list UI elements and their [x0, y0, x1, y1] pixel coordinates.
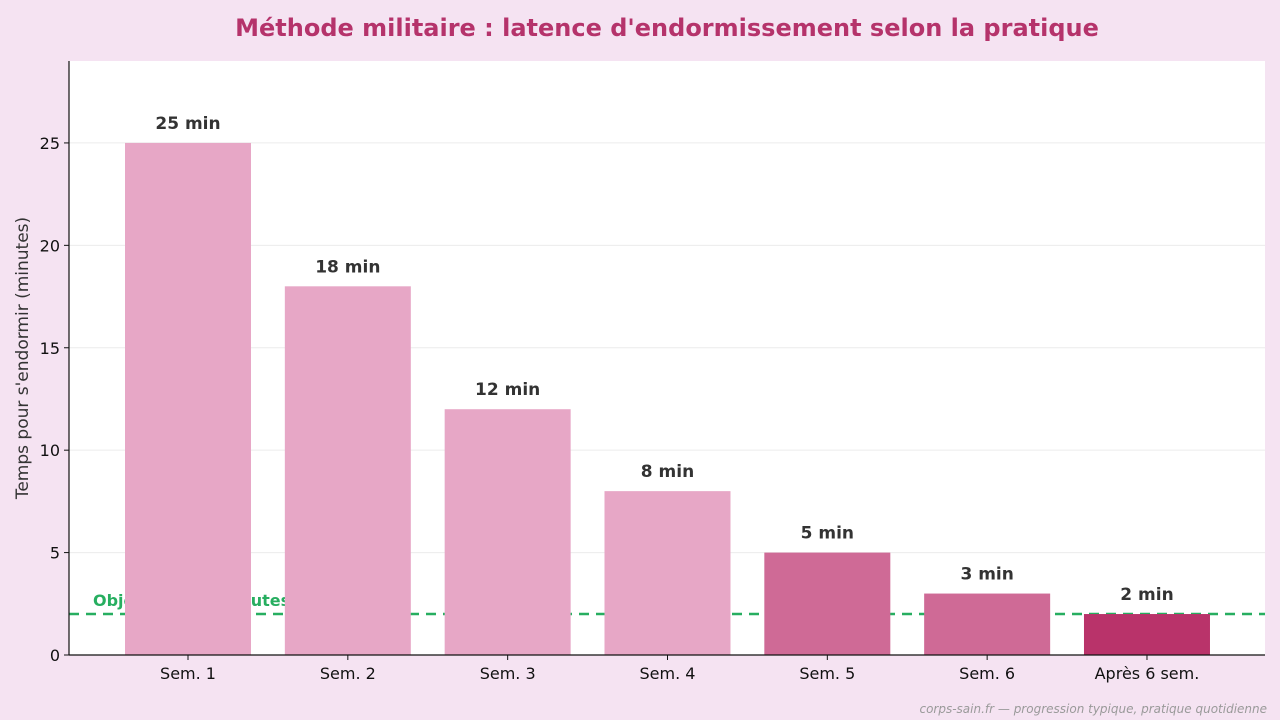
x-tick-label: Sem. 2: [320, 664, 376, 683]
bar: [1083, 614, 1210, 655]
bar-value-label: 18 min: [315, 257, 380, 277]
x-tick-label: Sem. 6: [959, 664, 1015, 683]
axes-group: [64, 61, 1265, 660]
footer-note: corps-sain.fr — progression typique, pra…: [919, 702, 1267, 716]
y-tick-labels: 0 5 10 15 20 25: [40, 134, 60, 665]
y-tick-label: 5: [50, 544, 60, 563]
y-tick-label: 25: [40, 134, 60, 153]
bar: [924, 593, 1051, 655]
value-labels-group: 25 min 18 min 12 min 8 min 5 min 3 min 2 min: [155, 114, 1173, 605]
y-tick-label: 0: [50, 646, 60, 665]
bars-group: [125, 142, 1210, 655]
y-axis-title: Temps pour s'endormir (minutes): [13, 217, 33, 500]
y-tick-label: 15: [40, 339, 60, 358]
chart-title: Méthode militaire : latence d'endormisse…: [235, 14, 1099, 42]
bar-value-label: 8 min: [641, 462, 694, 482]
bar-value-label: 25 min: [155, 114, 220, 134]
y-tick-label: 10: [40, 441, 60, 460]
bar: [125, 142, 251, 655]
y-tick-label: 20: [40, 236, 60, 255]
bar: [444, 409, 571, 655]
bar-value-label: 12 min: [475, 380, 540, 400]
bar-value-label: 2 min: [1120, 585, 1173, 605]
x-tick-label: Après 6 sem.: [1095, 664, 1200, 683]
bar: [284, 286, 411, 655]
bar-value-label: 5 min: [801, 524, 854, 544]
bar: [604, 491, 731, 655]
bar-value-label: 3 min: [960, 565, 1013, 585]
x-tick-labels: Sem. 1 Sem. 2 Sem. 3 Sem. 4 Sem. 5 Sem. 6 Aprè…: [160, 664, 1199, 683]
x-tick-label: Sem. 3: [480, 664, 536, 683]
x-tick-label: Sem. 4: [640, 664, 696, 683]
x-tick-label: Sem. 5: [799, 664, 855, 683]
bar: [764, 552, 891, 655]
x-tick-label: Sem. 1: [160, 664, 216, 683]
